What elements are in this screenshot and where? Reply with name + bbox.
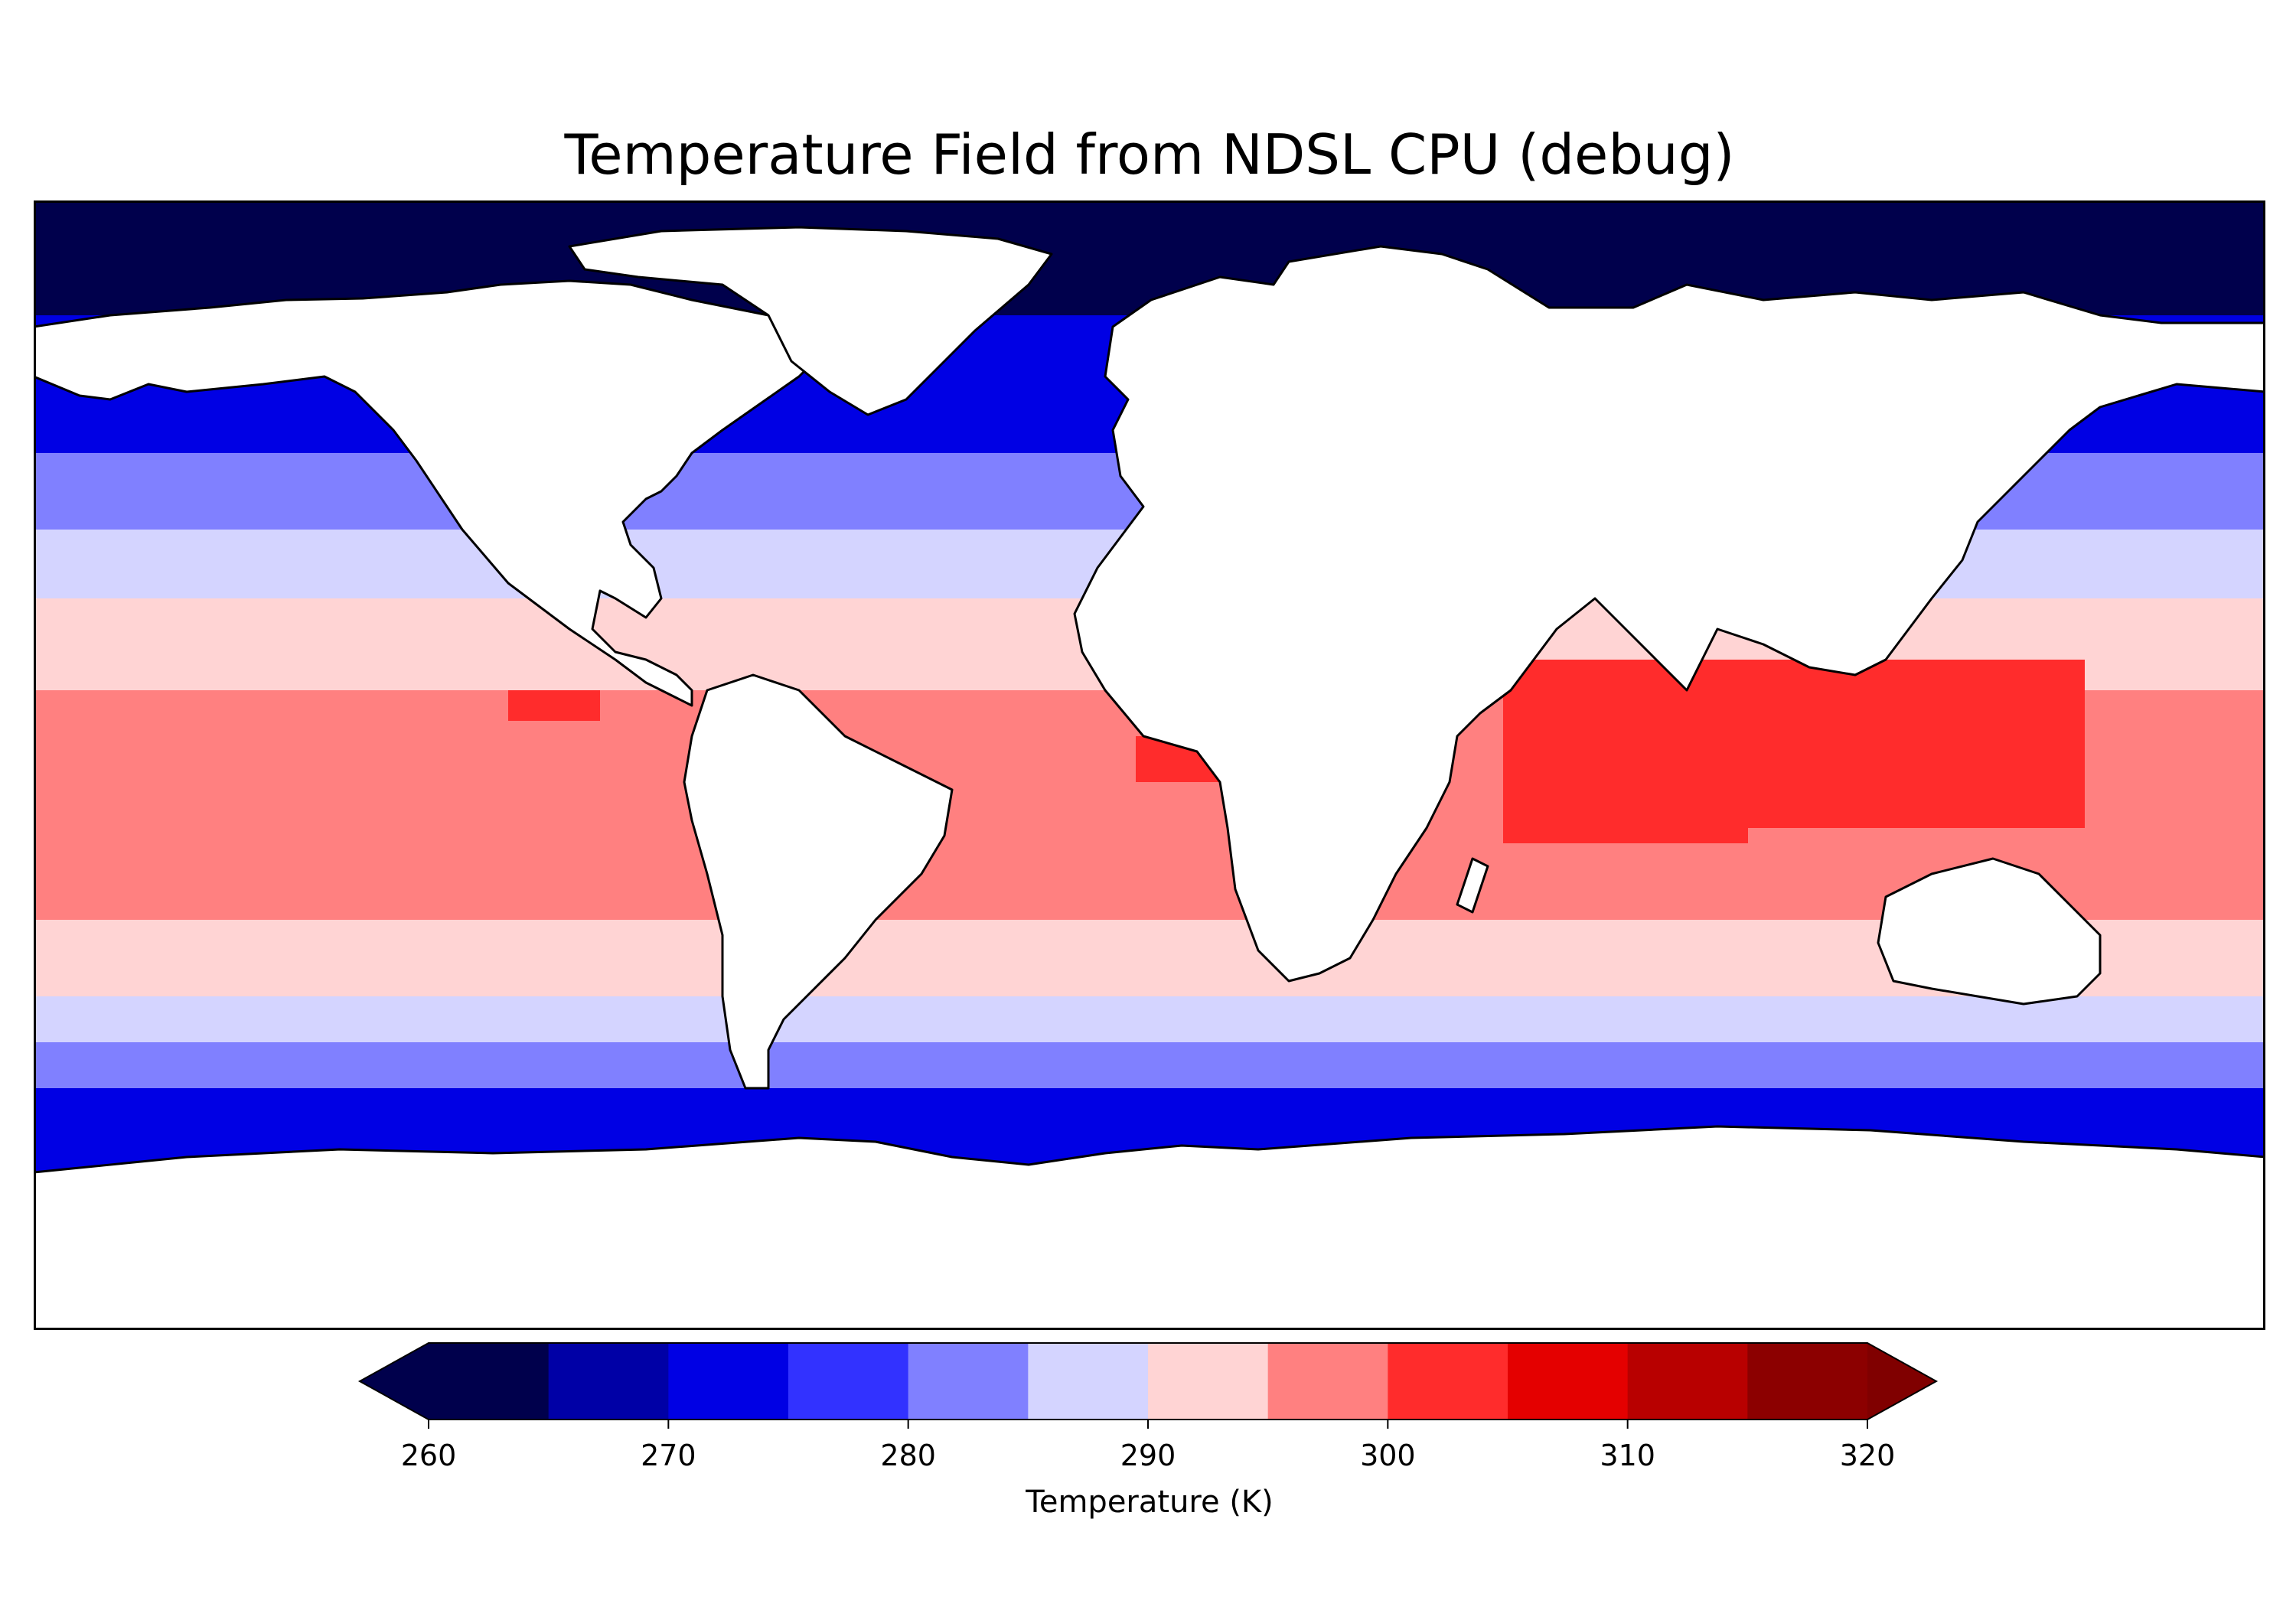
colorbar-tick-label: 260 [400,1439,457,1472]
colorbar-segment [788,1343,909,1420]
north-america-landmass [34,279,831,707]
colorbar-segment [429,1343,550,1420]
colorbar-segment [668,1343,789,1420]
colorbar-segment [1508,1343,1629,1420]
colorbar-under-extension [360,1343,429,1420]
colorbar-segment [1747,1343,1868,1420]
land-mask [34,226,2265,1330]
colorbar-over-extension [1867,1343,1936,1420]
colorbar-segments [357,1342,1939,1420]
chart-title: Temperature Field from NDSL CPU (debug) [564,122,1735,187]
colorbar-segment [548,1343,669,1420]
colorbar-tick-label: 310 [1600,1439,1655,1472]
warm-pool-patch [1503,660,1748,843]
ocean-band-south-mild [34,996,2265,1042]
colorbar-segment [1148,1343,1269,1420]
colorbar-segment [1388,1343,1508,1420]
map-frame [34,200,2265,1330]
colorbar-label: Temperature (K) [1026,1485,1274,1520]
eurasia-africa-landmass [1073,245,2265,983]
south-america-landmass [683,673,954,1090]
colorbar-tick-label: 300 [1360,1439,1416,1472]
warm-pool-patch [508,690,600,721]
ocean-band-south-cool [34,1042,2265,1088]
colorbar [357,1342,1939,1429]
colorbar-tick-label: 320 [1839,1439,1896,1472]
colorbar-tick-label: 290 [1120,1439,1176,1472]
temperature-map [34,200,2265,1330]
colorbar-tick-label: 280 [880,1439,936,1472]
colorbar-tick-label: 270 [641,1439,696,1472]
greenland-landmass [568,226,1053,416]
madagascar-landmass [1456,857,1489,914]
warm-pool-patch [1717,660,2085,828]
australia-landmass [1877,857,2102,1006]
colorbar-segment [1627,1343,1748,1420]
colorbar-segment [1028,1343,1149,1420]
colorbar-ticks [428,1420,1868,1429]
colorbar-segment [908,1343,1029,1420]
antarctica-landmass [34,1125,2265,1330]
colorbar-segment [1267,1343,1388,1420]
